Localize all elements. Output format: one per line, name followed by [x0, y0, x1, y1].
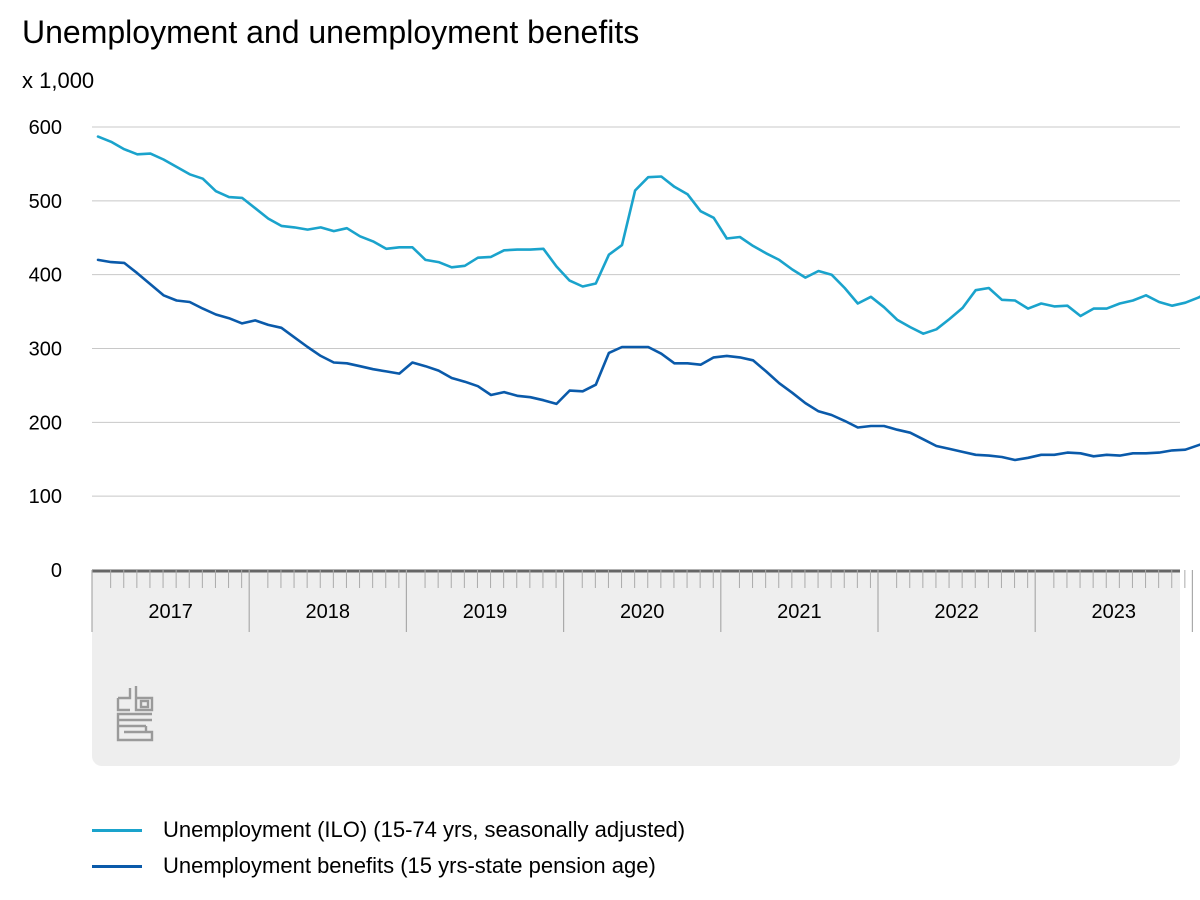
series-line-benefits	[96, 258, 1200, 462]
y-tick-labels: 0 100 200 300 400 500 600	[29, 117, 62, 582]
cbs-logo-icon	[116, 684, 154, 747]
x-tick-label-2017: 2017	[148, 601, 193, 623]
legend-swatch-ilo	[92, 828, 142, 832]
axis-band-top	[92, 570, 1180, 580]
x-tick-label-2021: 2021	[777, 601, 822, 623]
y-tick-label-200: 200	[29, 412, 62, 434]
legend-label-ilo: Unemployment (ILO) (15-74 yrs, seasonall…	[163, 817, 686, 842]
legend-item-ilo: Unemployment (ILO) (15-74 yrs, seasonall…	[92, 812, 685, 848]
x-tick-label-2020: 2020	[620, 601, 665, 623]
legend-item-benefits: Unemployment benefits (15 yrs-state pens…	[92, 848, 685, 884]
legend: Unemployment (ILO) (15-74 yrs, seasonall…	[92, 812, 685, 884]
grid-lines	[92, 126, 1180, 497]
y-tick-label-400: 400	[29, 265, 62, 287]
x-tick-label-2023: 2023	[1092, 601, 1137, 623]
x-axis: 201720182019202020212022202320242025	[91, 569, 1194, 632]
chart-title: Unemployment and unemployment benefits	[22, 14, 640, 50]
legend-swatch-benefits	[92, 864, 142, 868]
x-tick-label-2019: 2019	[463, 601, 508, 623]
y-tick-label-0: 0	[51, 560, 62, 582]
x-tick-label-2022: 2022	[934, 601, 979, 623]
y-unit-label: x 1,000	[22, 68, 95, 93]
legend-label-benefits: Unemployment benefits (15 yrs-state pens…	[163, 853, 656, 878]
axis-band	[92, 570, 1180, 766]
y-tick-label-600: 600	[29, 117, 62, 139]
x-tick-label-2018: 2018	[306, 601, 351, 623]
y-tick-label-500: 500	[29, 191, 62, 213]
series-line-ilo	[96, 135, 1200, 335]
series-lines	[96, 135, 1200, 462]
y-tick-label-100: 100	[29, 486, 62, 508]
y-tick-label-300: 300	[29, 339, 62, 361]
